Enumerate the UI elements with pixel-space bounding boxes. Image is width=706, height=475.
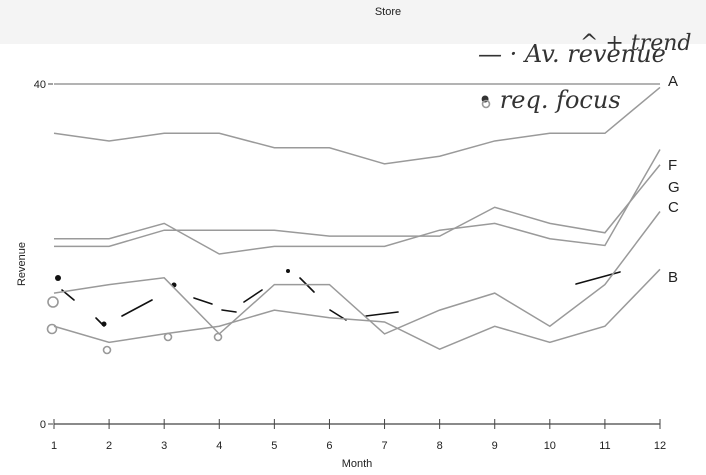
chart-title: Store xyxy=(375,6,401,18)
x-tick-label: 1 xyxy=(51,440,57,452)
series-label-f: F xyxy=(668,157,677,174)
focus-note: • req. focus xyxy=(478,86,621,114)
y-axis: 0 40 Revenue xyxy=(16,79,53,431)
x-tick-label: 3 xyxy=(161,440,167,452)
series-line-g xyxy=(54,149,661,255)
handwritten-annotations: — · Av. revenue ^ + trend • req. focus xyxy=(46,31,691,355)
y-tick-label: 0 xyxy=(40,419,46,431)
series-line-unnamed-4 xyxy=(53,211,661,335)
series-line-b xyxy=(53,268,661,351)
x-tick-label: 12 xyxy=(654,440,666,452)
series-labels: A FGC B xyxy=(668,73,680,286)
pen-circles xyxy=(46,99,491,355)
trend-note: — · Av. revenue xyxy=(478,40,666,68)
x-tick-label: 2 xyxy=(106,440,112,452)
x-tick-label: 5 xyxy=(271,440,277,452)
x-tick-label: 7 xyxy=(381,440,387,452)
x-ticks: 1 2 3 4 5 6 7 8 9 10 11 12 xyxy=(51,419,666,452)
y-axis-label: Revenue xyxy=(16,242,28,286)
series-line-c xyxy=(54,164,661,248)
header-band xyxy=(0,0,706,44)
x-axis: 1 2 3 4 5 6 7 8 9 10 11 12 Month xyxy=(51,419,666,470)
series-line-f xyxy=(53,86,661,165)
x-tick-label: 6 xyxy=(326,440,332,452)
x-axis-label: Month xyxy=(342,458,373,470)
x-tick-label: 11 xyxy=(599,440,610,452)
x-tick-label: 4 xyxy=(216,440,222,452)
pen-dots xyxy=(55,269,290,327)
x-tick-label: 9 xyxy=(492,440,498,452)
series-label-g: G xyxy=(668,179,680,196)
series-layer xyxy=(53,83,661,351)
series-label-b: B xyxy=(668,269,678,286)
y-ticks: 0 40 xyxy=(34,79,53,431)
series-label-c: C xyxy=(668,199,679,216)
y-tick-label: 40 xyxy=(34,79,46,91)
x-tick-label: 8 xyxy=(437,440,443,452)
series-label-a: A xyxy=(668,73,678,90)
trend-note-2: ^ + trend xyxy=(580,31,691,56)
x-tick-label: 10 xyxy=(544,440,556,452)
